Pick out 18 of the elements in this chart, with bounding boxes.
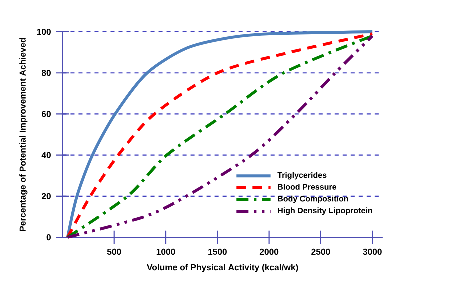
y-tick-label: 20 bbox=[42, 194, 51, 200]
x-tick-label: 1500 bbox=[208, 249, 227, 256]
y-tick-label: 80 bbox=[42, 70, 51, 76]
x-tick-label: 1000 bbox=[156, 249, 176, 256]
x-tick-label: 2500 bbox=[312, 249, 330, 256]
y-tick-label: 40 bbox=[42, 152, 51, 159]
y-tick-label: 0 bbox=[46, 234, 51, 241]
legend-label: Triglycerides bbox=[278, 172, 327, 180]
y-tick-label: 60 bbox=[42, 111, 51, 118]
legend-label: Body Composition bbox=[278, 196, 348, 204]
x-tick-label: 500 bbox=[107, 249, 122, 256]
x-tick-label: 2000 bbox=[260, 249, 279, 256]
y-tick-label: 100 bbox=[37, 29, 51, 36]
x-axis-title: Volume of Physical Activity (kcal/wk) bbox=[147, 264, 298, 273]
legend-label: Blood Pressure bbox=[278, 184, 337, 190]
y-axis-title: Percentage of Potential Improvement Achieved bbox=[20, 38, 28, 232]
x-tick-label: 3000 bbox=[363, 249, 382, 256]
legend-label: High Density Lipoprotein bbox=[278, 208, 372, 216]
